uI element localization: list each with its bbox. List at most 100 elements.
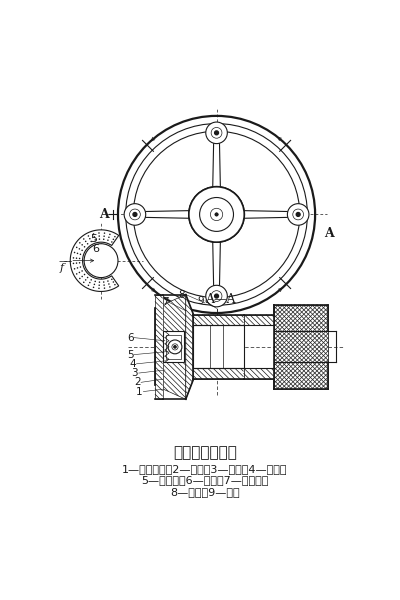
Circle shape [89, 282, 90, 283]
Polygon shape [213, 242, 220, 294]
Circle shape [109, 233, 111, 235]
Circle shape [211, 290, 222, 301]
Circle shape [107, 280, 109, 282]
Circle shape [88, 235, 89, 237]
Polygon shape [244, 368, 274, 379]
Circle shape [83, 238, 84, 240]
Circle shape [94, 239, 96, 241]
Circle shape [80, 266, 81, 268]
Circle shape [74, 252, 75, 253]
Bar [163, 331, 184, 362]
Circle shape [79, 242, 80, 244]
Circle shape [107, 239, 109, 241]
Text: 5: 5 [90, 234, 97, 244]
Circle shape [90, 279, 92, 281]
Circle shape [93, 233, 94, 235]
Circle shape [206, 285, 227, 307]
Text: 7: 7 [162, 297, 168, 307]
Circle shape [124, 203, 146, 225]
Text: 5: 5 [127, 350, 134, 359]
Circle shape [81, 250, 83, 251]
Text: 8: 8 [178, 290, 185, 299]
Circle shape [215, 294, 218, 298]
Polygon shape [194, 314, 244, 325]
Circle shape [90, 241, 92, 242]
Circle shape [210, 208, 223, 221]
Circle shape [189, 187, 244, 242]
Circle shape [215, 131, 218, 135]
Text: A: A [324, 227, 334, 240]
Polygon shape [244, 314, 274, 325]
Circle shape [76, 257, 77, 259]
Circle shape [99, 238, 100, 240]
Circle shape [77, 267, 78, 269]
Circle shape [98, 284, 100, 286]
Circle shape [172, 344, 178, 350]
Circle shape [104, 287, 105, 289]
Polygon shape [274, 305, 328, 389]
Circle shape [130, 209, 140, 220]
Circle shape [113, 239, 114, 240]
Text: 6: 6 [127, 332, 134, 343]
Circle shape [211, 127, 222, 138]
Circle shape [74, 268, 75, 269]
Circle shape [84, 274, 85, 275]
Circle shape [109, 286, 111, 287]
Polygon shape [155, 295, 182, 399]
Text: f: f [60, 263, 64, 274]
Circle shape [200, 197, 234, 232]
Circle shape [73, 263, 74, 264]
Circle shape [87, 243, 88, 245]
Circle shape [98, 235, 100, 237]
Circle shape [113, 281, 114, 283]
Text: 1: 1 [136, 386, 143, 397]
Circle shape [215, 213, 218, 216]
Circle shape [103, 284, 105, 286]
Circle shape [99, 281, 100, 283]
Circle shape [76, 262, 77, 264]
Polygon shape [186, 295, 194, 399]
Circle shape [84, 244, 118, 278]
Text: 5—弹性环；6—滚子；7—外轮缘；: 5—弹性环；6—滚子；7—外轮缘； [141, 475, 269, 485]
Circle shape [114, 236, 116, 238]
Circle shape [83, 281, 84, 283]
Circle shape [108, 236, 110, 238]
Bar [194, 325, 244, 368]
Circle shape [287, 203, 309, 225]
Polygon shape [274, 305, 328, 389]
Circle shape [111, 241, 113, 243]
Circle shape [79, 248, 80, 250]
Circle shape [85, 279, 86, 281]
Circle shape [210, 208, 223, 221]
Circle shape [93, 287, 94, 288]
Circle shape [79, 272, 80, 273]
Circle shape [104, 232, 105, 234]
Circle shape [73, 257, 74, 259]
Circle shape [103, 235, 105, 237]
Circle shape [76, 247, 78, 248]
Circle shape [174, 346, 176, 348]
Circle shape [87, 277, 88, 278]
Circle shape [200, 197, 234, 232]
Circle shape [94, 236, 95, 238]
Circle shape [94, 281, 96, 282]
Circle shape [111, 278, 113, 280]
Circle shape [296, 212, 300, 217]
Bar [166, 335, 181, 359]
Circle shape [79, 258, 80, 259]
Text: 9: 9 [198, 296, 204, 305]
Circle shape [94, 284, 95, 285]
Circle shape [84, 246, 85, 248]
Circle shape [98, 232, 100, 234]
Circle shape [206, 122, 227, 143]
Circle shape [103, 238, 104, 240]
Text: 3: 3 [132, 368, 138, 378]
Circle shape [80, 254, 81, 255]
Text: 4: 4 [129, 359, 136, 369]
Circle shape [76, 273, 78, 275]
Circle shape [79, 262, 80, 263]
Circle shape [293, 209, 304, 220]
Circle shape [133, 212, 137, 217]
Polygon shape [70, 230, 119, 292]
Circle shape [77, 253, 78, 254]
